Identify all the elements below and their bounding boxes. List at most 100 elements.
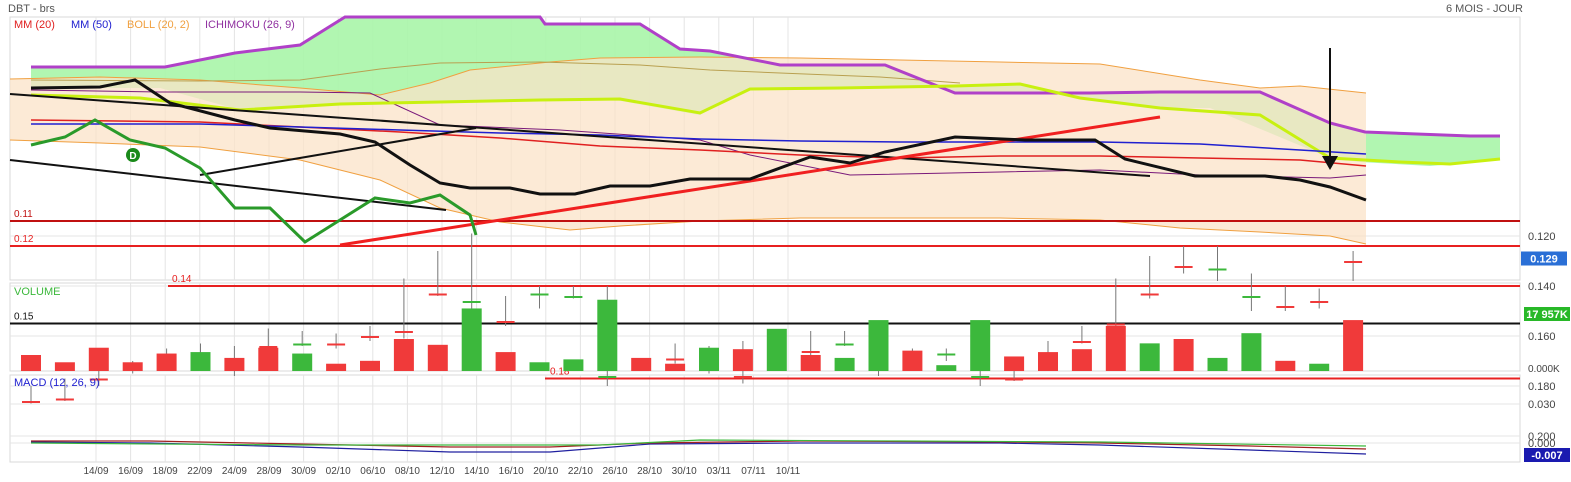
- y-tick-label: 0.200: [1528, 431, 1556, 443]
- x-tick-label: 30/09: [291, 466, 316, 477]
- y-tick-label: 0.140: [1528, 281, 1556, 293]
- level-label: 0.12: [14, 234, 34, 245]
- macd-histogram-line: [30, 439, 1367, 447]
- volume-bar: [1275, 360, 1296, 371]
- volume-bar: [1004, 356, 1025, 371]
- volume-bar: [732, 349, 753, 371]
- level-label: 0.14: [172, 274, 192, 285]
- macd-line: [30, 441, 1367, 455]
- y-tick-label: 0.030: [1528, 399, 1556, 411]
- ichimoku-cloud: [31, 17, 1500, 166]
- macd-title: MACD (12, 26, 9): [14, 377, 100, 389]
- candle-body: [496, 321, 515, 323]
- bollinger-lower: [9, 139, 1367, 245]
- x-tick-label: 12/10: [429, 466, 454, 477]
- candle-body: [1005, 378, 1024, 381]
- chart-period[interactable]: 6 MOIS - JOUR: [1446, 3, 1523, 15]
- x-tick-label: 20/10: [533, 466, 558, 477]
- candle-body: [598, 376, 617, 378]
- price-panel: 0.18 0.15 0.14 0.12 0.11 D: [9, 15, 1520, 404]
- mm50-line: [31, 123, 1367, 155]
- bollinger-upper: [9, 56, 1367, 96]
- ichimoku-senkou-b: [30, 61, 961, 84]
- axes: 14/09 16/09 18/09 22/09 24/09 28/09 30/09 02/10…: [83, 231, 1570, 477]
- volume-bar: [292, 353, 313, 371]
- panel-frame: [9, 374, 1521, 463]
- bollinger-band: [10, 57, 1366, 244]
- x-tick-label: 06/10: [360, 466, 385, 477]
- volume-bar: [1173, 339, 1194, 371]
- volume-bar: [665, 363, 686, 371]
- volume-title: VOLUME: [14, 286, 60, 298]
- x-tick-label: 22/09: [187, 466, 212, 477]
- volume-bar: [800, 355, 821, 371]
- trendline-down: [9, 93, 1151, 177]
- candle-body: [1106, 323, 1125, 326]
- x-tick-label: 30/10: [672, 466, 697, 477]
- volume-bar: [1241, 333, 1262, 371]
- volume-bar: [1343, 320, 1364, 371]
- volume-bar: [21, 355, 41, 371]
- x-tick-label: 26/10: [602, 466, 627, 477]
- candle-body: [733, 376, 752, 378]
- panel-frame: [9, 282, 1521, 372]
- candle-body: [327, 343, 346, 346]
- candle-body: [22, 401, 40, 403]
- x-tick-label: 14/10: [464, 466, 489, 477]
- volume-bar: [970, 320, 991, 371]
- candle-body: [1310, 301, 1329, 303]
- x-tick-label: 08/10: [395, 466, 420, 477]
- candle-body: [1276, 306, 1295, 308]
- signal-marker-label: D: [129, 151, 136, 162]
- volume-bar: [54, 362, 75, 371]
- indicator-legend: MM (20) MM (50) BOLL (20, 2) ICHIMOKU (2…: [14, 19, 295, 31]
- volume-panel: [21, 299, 1364, 371]
- y-tick-label: 0.000: [1528, 438, 1556, 450]
- candle-body: [428, 293, 447, 296]
- last-price-badge: [1521, 251, 1567, 266]
- x-tick-label: 28/10: [637, 466, 662, 477]
- legend-mm20[interactable]: MM (20): [14, 19, 55, 31]
- y-tick-label: 0.120: [1528, 231, 1556, 243]
- panel-frame: [9, 16, 1521, 281]
- y-tick-label: 0.180: [1528, 381, 1556, 393]
- x-tick-label: 24/09: [222, 466, 247, 477]
- volume-bar: [834, 357, 855, 371]
- chikou-line: [30, 118, 478, 244]
- volume-bar: [1139, 343, 1160, 371]
- candle-body: [259, 346, 278, 348]
- legend-ichimoku[interactable]: ICHIMOKU (26, 9): [205, 19, 295, 31]
- legend-boll[interactable]: BOLL (20, 2): [127, 19, 190, 31]
- volume-bar: [156, 353, 177, 371]
- candle-body: [55, 398, 74, 401]
- annotation-arrow-head: [1322, 156, 1338, 170]
- macd-last-label: -0.007: [1531, 450, 1562, 462]
- ichimoku-kijun-line: [31, 15, 1500, 138]
- volume-bar: [1309, 363, 1330, 371]
- x-tick-label: 22/10: [568, 466, 593, 477]
- x-tick-label: 28/09: [256, 466, 281, 477]
- candle-body: [1344, 261, 1363, 263]
- volume-bar: [563, 359, 584, 371]
- y-tick-label: 0.160: [1528, 331, 1556, 343]
- signal-marker: [126, 148, 140, 162]
- volume-bar: [529, 362, 550, 371]
- level-label: 0.15: [14, 312, 34, 323]
- volume-last-badge: [1524, 307, 1570, 321]
- legend-mm50[interactable]: MM (50): [71, 19, 112, 31]
- chart-symbol: DBT - brs: [8, 3, 55, 15]
- candle-body: [293, 343, 312, 346]
- x-tick-label: 02/10: [326, 466, 351, 477]
- candle-body: [835, 343, 854, 346]
- candle-body: [971, 376, 990, 378]
- x-tick-label: 10/11: [776, 466, 801, 477]
- candle-body: [1140, 293, 1159, 296]
- candle-body: [462, 301, 481, 303]
- candle-body: [937, 353, 956, 356]
- ichimoku-base-line: [30, 78, 1367, 202]
- volume-bar: [1038, 352, 1058, 371]
- volume-bar: [360, 360, 380, 371]
- candle-body: [394, 331, 413, 333]
- volume-bar: [1207, 357, 1228, 371]
